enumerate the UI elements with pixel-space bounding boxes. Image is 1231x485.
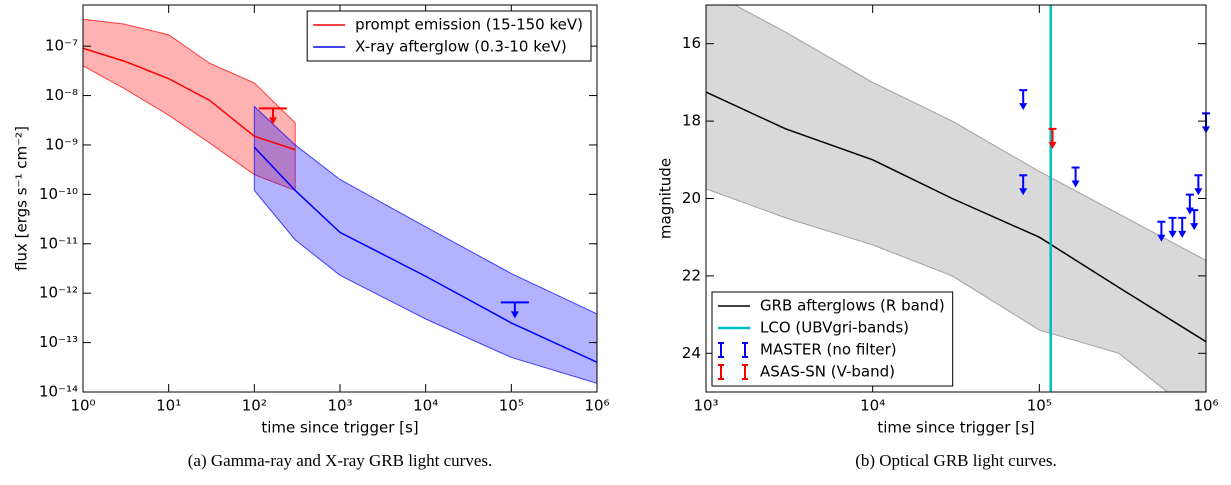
x-tick-label: 10⁵ [1027, 397, 1052, 415]
upper-limit [1019, 89, 1028, 111]
x-tick-label: 10⁴ [413, 397, 438, 415]
y-tick-label: 24 [682, 344, 701, 362]
legend: prompt emission (15-150 keV) X-ray afterg… [306, 10, 592, 62]
limit-arrow [1194, 188, 1203, 196]
limit-arrow [1071, 180, 1080, 188]
x-tick-label: 10⁶ [584, 397, 609, 415]
caption: (a) Gamma-ray and X-ray GRB light curves… [188, 451, 492, 470]
upper-limit [1048, 127, 1057, 149]
plot-area [83, 18, 597, 384]
x-tick-label: 10⁵ [499, 397, 524, 415]
upper-limit [500, 301, 529, 319]
limit-arrow [1168, 230, 1177, 238]
limit-arrow [1019, 103, 1028, 111]
limit-arrow [1185, 207, 1194, 215]
y-tick-label: 10⁻¹⁰ [39, 185, 78, 203]
y-tick-label: 20 [682, 189, 701, 207]
line [253, 146, 597, 363]
band [253, 105, 597, 384]
x-tick-label: 10⁰ [70, 397, 95, 415]
line [706, 91, 1206, 343]
x-tick-label: 10³ [327, 397, 352, 415]
x-tick-label: 10⁴ [860, 397, 885, 415]
x-tick-label: 10² [242, 397, 267, 415]
legend-label: prompt emission (15-150 keV) [355, 16, 583, 34]
y-tick-label: 10⁻⁷ [45, 37, 78, 55]
limit-arrow [1019, 188, 1028, 196]
upper-limit [1019, 174, 1028, 196]
limit-arrow [1157, 234, 1166, 242]
x-tick-label: 10³ [693, 397, 718, 415]
y-tick-label: 10⁻⁹ [45, 135, 78, 153]
line [83, 47, 296, 151]
x-axis-label: time since trigger [s] [261, 419, 418, 437]
limit-arrow [1190, 223, 1199, 231]
caption: (b) Optical GRB light curves. [855, 451, 1057, 470]
upper-limit [1190, 209, 1199, 231]
y-axis-label: flux [ergs s⁻¹ cm⁻²] [13, 126, 31, 271]
x-tick-label: 10⁶ [1193, 397, 1218, 415]
legend-label: LCO (UBVgri-bands) [760, 319, 909, 337]
legend-label: X-ray afterglow (0.3-10 keV) [355, 38, 567, 56]
x-tick-label: 10¹ [156, 397, 181, 415]
limit-arrow [510, 311, 519, 319]
y-tick-label: 16 [682, 34, 701, 52]
y-tick-label: 22 [682, 266, 701, 284]
y-axis-label: magnitude [657, 158, 675, 239]
upper-limit [1194, 174, 1203, 196]
y-tick-label: 10⁻¹³ [39, 333, 78, 351]
upper-limit [1071, 166, 1080, 188]
limit-arrow [268, 117, 277, 125]
y-tick-label: 10⁻⁸ [45, 86, 78, 104]
limit-arrow [1048, 141, 1057, 149]
upper-limit [1178, 216, 1187, 238]
y-tick-label: 10⁻¹¹ [39, 234, 78, 252]
legend-box [711, 291, 954, 387]
legend: GRB afterglows (R band) LCO (UBVgri-bands… [711, 291, 954, 387]
y-tick-label: 18 [682, 112, 701, 130]
limit-arrow [1178, 230, 1187, 238]
x-axis-label: time since trigger [s] [877, 419, 1034, 437]
legend-label: GRB afterglows (R band) [760, 297, 945, 315]
band [706, 5, 1206, 392]
y-tick-label: 10⁻¹² [39, 284, 78, 302]
legend-label: MASTER (no filter) [760, 341, 897, 359]
upper-limit [258, 107, 287, 125]
legend-label: ASAS-SN (V-band) [760, 363, 895, 381]
upper-limit [1157, 220, 1166, 242]
upper-limit [1168, 216, 1177, 238]
plot-area [706, 5, 1206, 392]
legend-box [306, 10, 592, 62]
upper-limit [1185, 193, 1194, 215]
y-tick-label: 10⁻¹⁴ [39, 383, 78, 401]
